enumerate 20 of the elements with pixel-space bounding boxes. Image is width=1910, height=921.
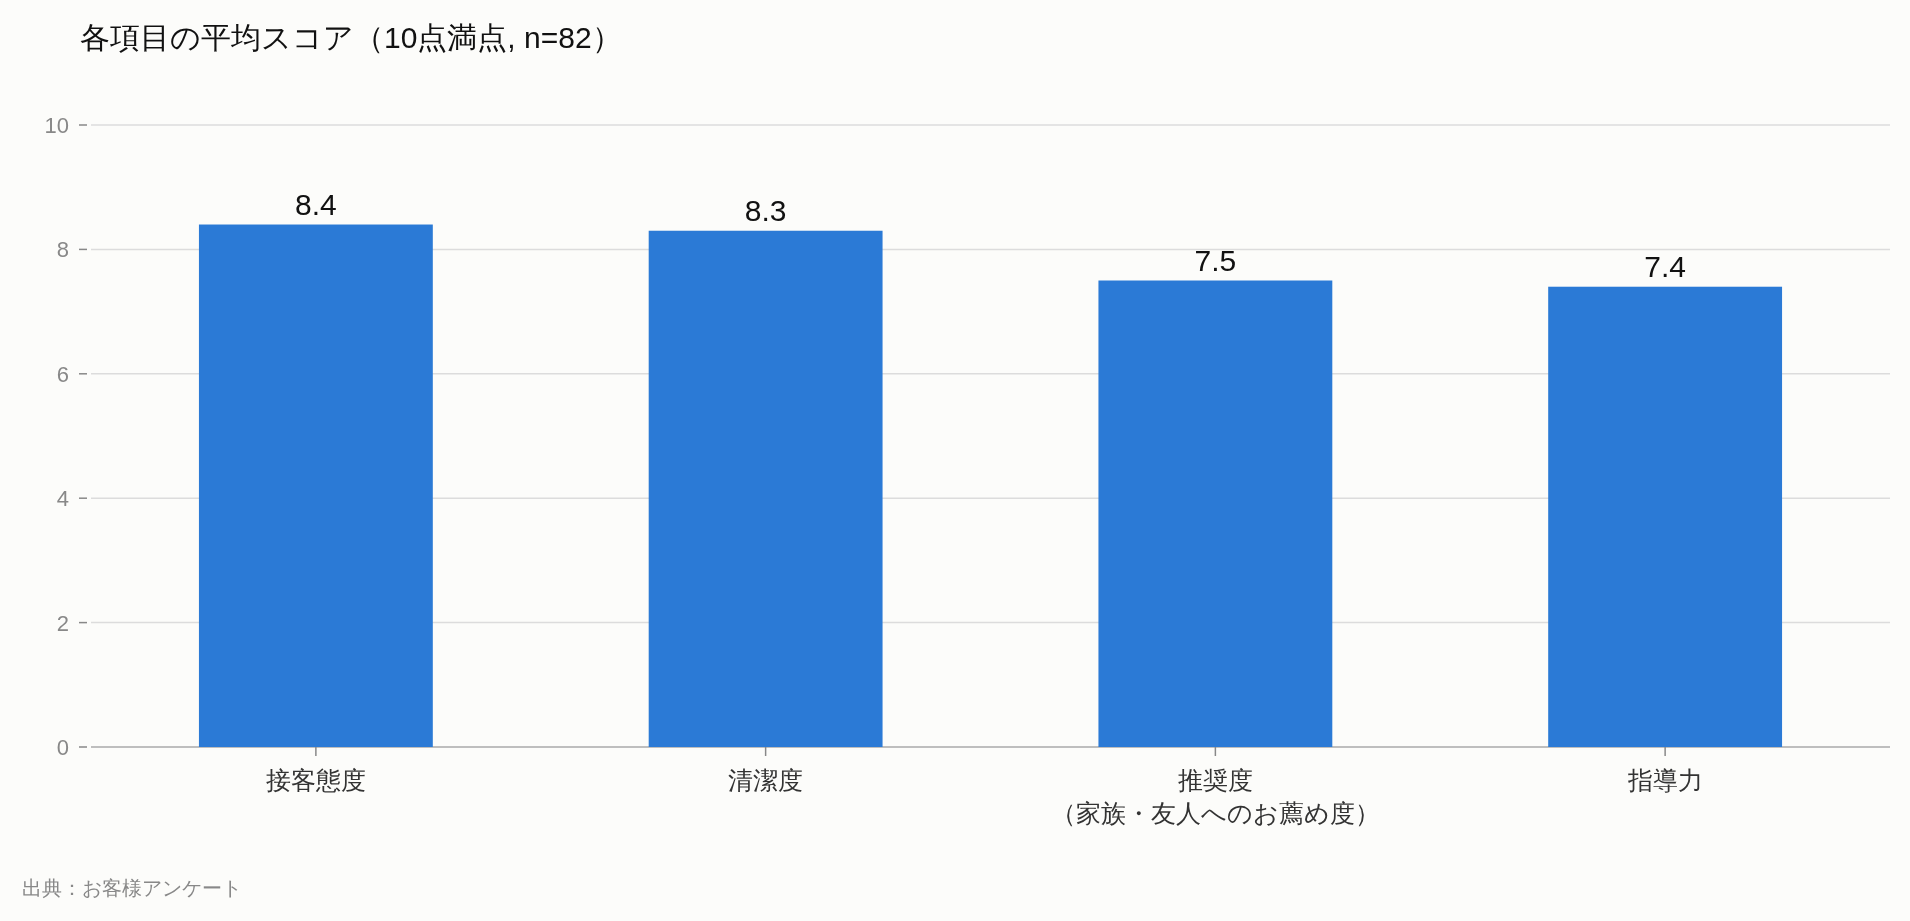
chart-title: 各項目の平均スコア（10点満点, n=82） <box>80 21 622 54</box>
bar <box>1098 280 1333 747</box>
y-tick-label: 0 <box>56 735 69 760</box>
bar <box>648 230 883 747</box>
x-tick-label: 推奨度（家族・友人へのお薦め度） <box>1050 766 1380 827</box>
x-tick-label: 接客態度 <box>265 766 366 794</box>
bar <box>198 224 433 747</box>
y-tick-label: 10 <box>44 113 69 138</box>
y-tick-label: 8 <box>56 237 69 263</box>
y-tick-label: 2 <box>56 610 69 636</box>
data-label: 8.3 <box>744 193 787 227</box>
x-tick-label: 清潔度 <box>728 766 804 794</box>
y-tick-label: 6 <box>56 361 69 387</box>
data-label: 7.4 <box>1644 249 1686 283</box>
bar <box>1548 286 1783 747</box>
data-label: 8.4 <box>295 187 337 221</box>
x-tick-label: 指導力 <box>1626 766 1703 794</box>
y-tick-label: 4 <box>56 486 69 512</box>
data-label: 7.5 <box>1194 243 1237 277</box>
source-note: 出典：お客様アンケート <box>22 877 242 899</box>
